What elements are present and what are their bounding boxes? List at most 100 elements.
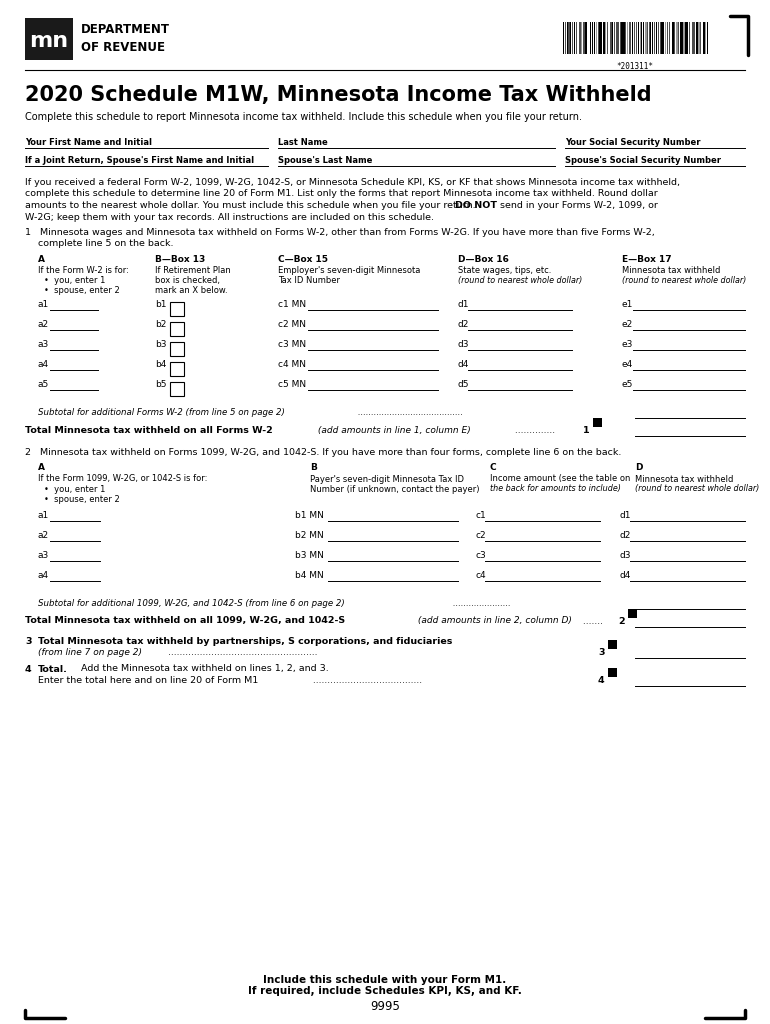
Bar xyxy=(685,22,688,54)
Bar xyxy=(563,22,564,54)
Text: Last Name: Last Name xyxy=(278,138,328,147)
Text: c2 MN: c2 MN xyxy=(278,319,306,329)
Text: c3 MN: c3 MN xyxy=(278,340,306,349)
Text: If required, include Schedules KPI, KS, and KF.: If required, include Schedules KPI, KS, … xyxy=(248,986,522,996)
Text: Include this schedule with your Form M1.: Include this schedule with your Form M1. xyxy=(263,975,507,985)
Text: If you received a federal Form W-2, 1099, W-2G, 1042-S, or Minnesota Schedule KP: If you received a federal Form W-2, 1099… xyxy=(25,178,680,187)
Text: C—Box 15: C—Box 15 xyxy=(278,255,328,264)
Bar xyxy=(640,22,642,54)
Text: 2020 Schedule M1W, Minnesota Income Tax Withheld: 2020 Schedule M1W, Minnesota Income Tax … xyxy=(25,85,651,105)
Text: 2: 2 xyxy=(618,616,624,626)
Bar xyxy=(621,22,623,54)
Text: d5: d5 xyxy=(458,380,470,389)
Text: d3: d3 xyxy=(458,340,470,349)
Text: complete line 5 on the back.: complete line 5 on the back. xyxy=(38,240,173,249)
Bar xyxy=(565,22,566,54)
Bar xyxy=(668,22,670,54)
Bar xyxy=(661,22,663,54)
Bar xyxy=(567,22,568,54)
Text: c1 MN: c1 MN xyxy=(278,300,306,309)
Text: mn: mn xyxy=(29,31,69,51)
Bar xyxy=(689,22,690,54)
Text: e5: e5 xyxy=(622,380,634,389)
Text: d1: d1 xyxy=(620,511,631,519)
Text: a3: a3 xyxy=(38,551,49,559)
Bar xyxy=(579,22,581,54)
Bar xyxy=(568,22,571,54)
Text: b2: b2 xyxy=(155,319,166,329)
Text: Total Minnesota tax withheld on all 1099, W-2G, and 1042-S: Total Minnesota tax withheld on all 1099… xyxy=(25,616,345,626)
Text: c5 MN: c5 MN xyxy=(278,380,306,389)
Text: If the Form W-2 is for:: If the Form W-2 is for: xyxy=(38,266,129,275)
Text: send in your Forms W-2, 1099, or: send in your Forms W-2, 1099, or xyxy=(497,201,658,210)
Text: (add amounts in line 2, column D): (add amounts in line 2, column D) xyxy=(415,616,572,626)
Bar xyxy=(627,22,628,54)
Text: d3: d3 xyxy=(620,551,631,559)
Text: (round to nearest whole dollar): (round to nearest whole dollar) xyxy=(458,276,582,285)
Bar xyxy=(698,22,700,54)
Text: State wages, tips, etc.: State wages, tips, etc. xyxy=(458,266,551,275)
Bar xyxy=(623,22,625,54)
Bar xyxy=(605,22,606,54)
Text: 1   Minnesota wages and Minnesota tax withheld on Forms W-2, other than from For: 1 Minnesota wages and Minnesota tax with… xyxy=(25,228,654,237)
Text: DEPARTMENT: DEPARTMENT xyxy=(81,23,170,36)
Bar xyxy=(170,302,184,316)
Bar xyxy=(672,22,675,54)
Bar xyxy=(581,22,582,54)
Bar xyxy=(618,22,619,54)
Bar xyxy=(645,22,647,54)
Bar xyxy=(600,22,601,54)
Text: ........................................: ........................................ xyxy=(355,408,463,417)
Bar xyxy=(594,22,595,54)
Text: •  you, enter 1: • you, enter 1 xyxy=(44,276,105,285)
Bar xyxy=(598,22,600,54)
Bar xyxy=(656,22,657,54)
Bar xyxy=(660,22,661,54)
Bar xyxy=(680,22,681,54)
Bar xyxy=(654,22,655,54)
Text: D—Box 16: D—Box 16 xyxy=(458,255,509,264)
Text: box is checked,: box is checked, xyxy=(155,276,220,285)
Text: Minnesota tax withheld: Minnesota tax withheld xyxy=(622,266,721,275)
Text: ......................................: ...................................... xyxy=(310,676,422,685)
Text: Tax ID Number: Tax ID Number xyxy=(278,276,340,285)
Bar xyxy=(663,22,664,54)
Text: C: C xyxy=(490,464,497,472)
Text: DO NOT: DO NOT xyxy=(455,201,497,210)
Bar xyxy=(608,668,617,677)
Text: a3: a3 xyxy=(38,340,49,349)
Bar xyxy=(612,22,613,54)
Text: b3 MN: b3 MN xyxy=(295,551,324,559)
Text: 3: 3 xyxy=(598,648,604,657)
Bar xyxy=(596,22,597,54)
Text: 1: 1 xyxy=(583,426,590,435)
Text: ..............: .............. xyxy=(512,426,555,435)
Text: Subtotal for additional 1099, W-2G, and 1042-S (from line 6 on page 2): Subtotal for additional 1099, W-2G, and … xyxy=(38,598,345,607)
Bar xyxy=(705,22,706,54)
Text: the back for amounts to include): the back for amounts to include) xyxy=(490,484,621,494)
Bar xyxy=(616,22,618,54)
Text: 4: 4 xyxy=(25,665,32,674)
Bar xyxy=(572,22,573,54)
Bar xyxy=(607,22,608,54)
Text: c1: c1 xyxy=(475,511,486,519)
Bar xyxy=(632,22,634,54)
Text: c2: c2 xyxy=(475,530,486,540)
Text: (round to nearest whole dollar): (round to nearest whole dollar) xyxy=(635,484,759,494)
Text: e2: e2 xyxy=(622,319,633,329)
Bar xyxy=(641,22,642,54)
Text: Add the Minnesota tax withheld on lines 1, 2, and 3.: Add the Minnesota tax withheld on lines … xyxy=(78,665,329,674)
Text: (round to nearest whole dollar): (round to nearest whole dollar) xyxy=(622,276,746,285)
Bar xyxy=(701,22,702,54)
Text: Your Social Security Number: Your Social Security Number xyxy=(565,138,701,147)
Text: Income amount (see the table on: Income amount (see the table on xyxy=(490,474,631,483)
Bar xyxy=(620,22,621,54)
Bar xyxy=(652,22,653,54)
Text: e4: e4 xyxy=(622,360,633,369)
Bar xyxy=(628,22,630,54)
Text: A: A xyxy=(38,255,45,264)
Text: a5: a5 xyxy=(38,380,49,389)
Text: Employer's seven-digit Minnesota: Employer's seven-digit Minnesota xyxy=(278,266,420,275)
Bar xyxy=(614,22,615,54)
Text: b2 MN: b2 MN xyxy=(295,530,323,540)
